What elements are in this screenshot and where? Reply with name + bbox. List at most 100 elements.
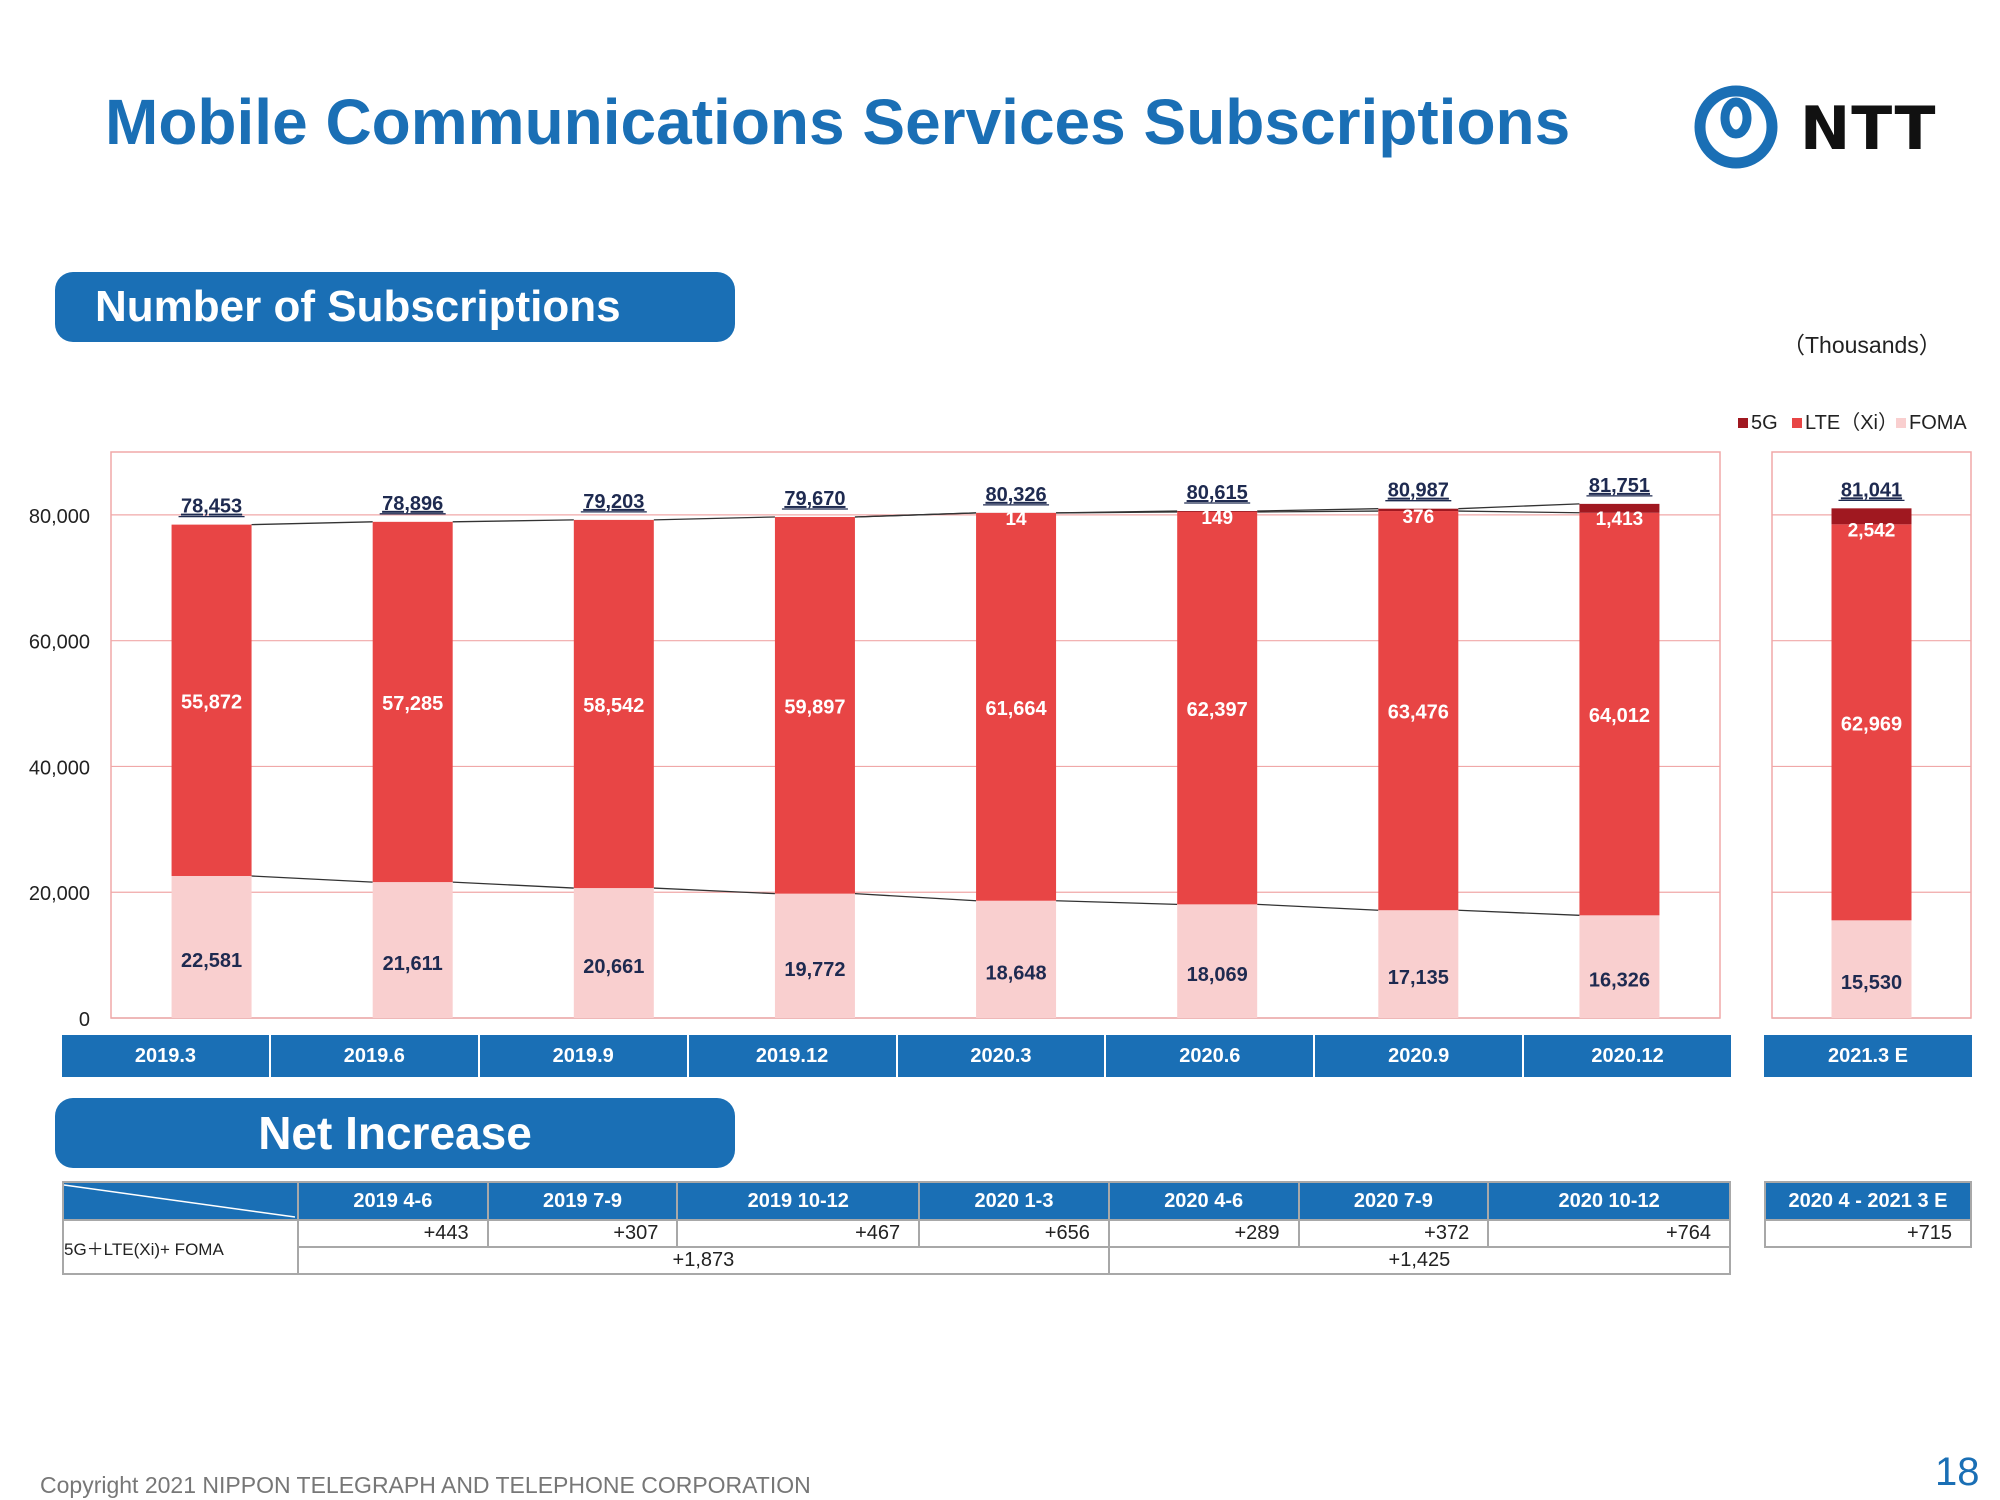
y-tick-label: 0 (79, 1009, 90, 1030)
net-increase-projection-table: 2020 4 - 2021 3 E +715 (1764, 1181, 1972, 1248)
lte-connector-line (1458, 510, 1580, 514)
foma-connector-line (251, 875, 373, 883)
data-label-foma: 18,648 (985, 962, 1046, 984)
y-tick-label: 20,000 (29, 883, 90, 905)
data-label-total: 78,453 (181, 496, 242, 518)
subscriptions-section-title: Number of Subscriptions (55, 272, 735, 342)
period-header: 2019 7-9 (486, 1181, 679, 1221)
data-label-foma: 22,581 (181, 950, 242, 972)
data-label-foma: 16,326 (1589, 970, 1650, 992)
diagonal-divider (64, 1184, 295, 1218)
period-header: 2019 10-12 (676, 1181, 921, 1221)
legend-swatch (1738, 418, 1748, 428)
subscriptions-chart: 0 20,000 40,000 60,000 80,000 22,581 55,872 78,… (29, 411, 1972, 1030)
bar-segment-foma (976, 900, 1057, 1018)
bar-segment-5g (1579, 503, 1660, 513)
bar-segment-foma (1177, 904, 1258, 1018)
lte-connector-line (1056, 511, 1178, 514)
bar-segment-5g (1177, 511, 1258, 512)
foma-connector-line (452, 881, 574, 889)
net-increase-value: +443 (297, 1219, 489, 1248)
period-header: 2020 1-3 (918, 1181, 1110, 1221)
net-increase-value: +372 (1297, 1219, 1490, 1248)
y-tick-label: 40,000 (29, 757, 90, 779)
y-tick-label: 60,000 (29, 632, 90, 654)
data-label-lte: 55,872 (181, 691, 242, 713)
x-axis-band: 2019.3 2019.6 2019.9 2019.12 2020.3 2020.6 202… (62, 1035, 1731, 1077)
net-increase-subtotal-row: +1,873 +1,425 (63, 1246, 1732, 1275)
net-increase-header-row: 2019 4-6 2019 7-9 2019 10-12 2020 1-3 20… (62, 1181, 1731, 1221)
bar-segment-foma (1579, 915, 1660, 1018)
data-label-lte: 58,542 (583, 695, 644, 717)
ntt-logo-mark-icon (1694, 85, 1778, 169)
data-label-5g: 14 (1005, 509, 1027, 530)
x-category-label: 2020.12 (1524, 1035, 1731, 1077)
data-label-total: 80,326 (985, 484, 1046, 506)
data-label-total: 80,987 (1388, 480, 1449, 502)
net-increase-subtotal: +1,425 (1107, 1246, 1732, 1275)
ntt-logo: NTT (1690, 82, 1935, 172)
x-category-label: 2019.12 (688, 1035, 898, 1077)
plot-frame (110, 451, 1721, 1019)
net-increase-table: 2019 4-6 2019 7-9 2019 10-12 2020 1-3 20… (62, 1181, 1732, 1275)
data-label-foma: 18,069 (1187, 964, 1248, 986)
foma-connector-line (1056, 900, 1178, 906)
data-label-total: 79,670 (784, 488, 845, 510)
bar-segment-ltexi (171, 524, 252, 876)
projection-value: +715 (1764, 1219, 1972, 1248)
x-axis-band-projection: 2021.3 E (1764, 1035, 1972, 1077)
logo-text: NTT (1800, 94, 1937, 164)
page-number: 18 (1935, 1450, 1980, 1494)
page-title: Mobile Communications Services Subscript… (105, 86, 1571, 158)
bar-segment-ltexi (573, 519, 654, 889)
data-label-foma: 17,135 (1388, 967, 1449, 989)
bar-segment-foma (171, 875, 252, 1018)
data-label-total: 79,203 (583, 491, 644, 513)
bar-segment-5g (1378, 508, 1459, 512)
legend-label: LTE（Xi） (1805, 411, 1898, 434)
data-label-foma: 21,611 (383, 953, 443, 975)
foma-connector-line (1257, 903, 1379, 911)
net-increase-section-title: Net Increase (55, 1098, 735, 1168)
x-category-label: 2021.3 E (1764, 1035, 1972, 1077)
data-label-foma: 19,772 (784, 959, 845, 981)
foma-connector-line (854, 893, 977, 902)
bar-segment-5g (1831, 508, 1912, 525)
net-increase-value: +656 (918, 1219, 1110, 1248)
legend-label: 5G (1751, 412, 1778, 434)
bar-segment-foma (372, 882, 453, 1018)
bar-segment-ltexi (976, 512, 1057, 901)
total-connector-line (1257, 508, 1379, 512)
data-label-foma: 15,530 (1841, 972, 1902, 994)
bar-segment-ltexi (1378, 511, 1459, 911)
lte-connector-line (854, 512, 977, 518)
data-label-5g: 1,413 (1596, 509, 1644, 530)
data-label-lte: 64,012 (1589, 705, 1650, 727)
bar-segment-ltexi (1177, 511, 1258, 905)
net-increase-value: +764 (1487, 1219, 1731, 1248)
data-label-total: 80,615 (1187, 482, 1248, 504)
bar-segment-foma (1831, 920, 1912, 1018)
bar-segment-foma (573, 888, 654, 1018)
data-label-lte: 62,397 (1187, 699, 1248, 721)
bar-segment-foma (1378, 910, 1459, 1018)
bar-segment-ltexi (1831, 524, 1912, 921)
data-label-foma: 20,661 (583, 956, 644, 978)
foma-connector-line (653, 887, 775, 895)
data-label-5g: 149 (1201, 508, 1233, 529)
total-connector-line (452, 519, 574, 523)
x-category-label: 2019.9 (479, 1035, 689, 1077)
bar-segment-ltexi (1579, 512, 1660, 916)
period-header: 2020 4-6 (1107, 1181, 1300, 1221)
x-category-label: 2019.3 (62, 1035, 271, 1077)
period-header: 2020 7-9 (1297, 1181, 1490, 1221)
data-label-lte: 63,476 (1388, 702, 1449, 724)
data-label-5g: 376 (1402, 507, 1434, 528)
x-category-label: 2020.6 (1106, 1035, 1316, 1077)
bar-segment-ltexi (774, 516, 855, 894)
total-connector-line (251, 521, 373, 526)
data-label-5g: 2,542 (1848, 520, 1896, 541)
table-corner-cell (62, 1181, 299, 1221)
bar-segment-ltexi (372, 521, 453, 883)
total-connector-line (653, 516, 775, 521)
